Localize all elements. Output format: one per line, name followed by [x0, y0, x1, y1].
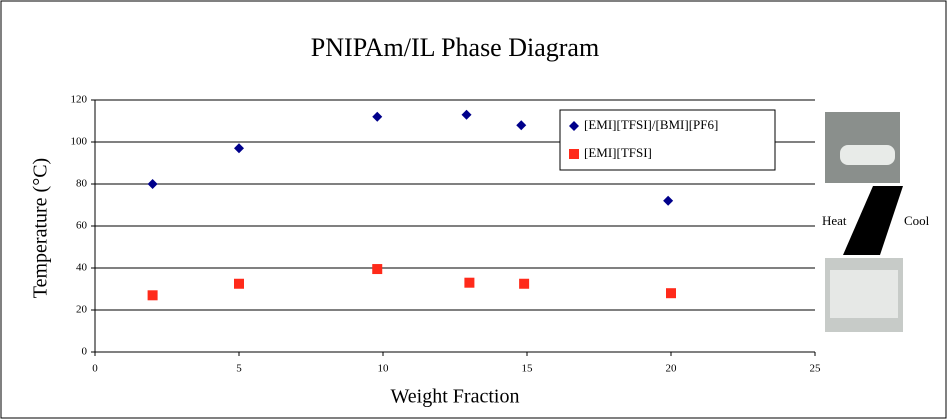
point	[234, 143, 244, 154]
point	[519, 278, 530, 289]
legend-marker	[569, 121, 579, 131]
legend-box	[559, 109, 776, 171]
point	[464, 277, 475, 288]
annotation: Heat	[822, 213, 847, 228]
y-tick-label: 120	[71, 94, 88, 106]
annotation: Cool	[904, 213, 930, 228]
y-tick-label: 80	[76, 178, 88, 190]
point	[461, 109, 472, 120]
x-tick-label: 20	[666, 363, 678, 375]
y-tick-label: 20	[76, 304, 88, 316]
y-tick-label: 60	[76, 220, 88, 232]
y-axis-label: Temperature (°C)	[30, 158, 52, 298]
x-tick-label: 15	[522, 363, 534, 375]
y-tick-label: 0	[82, 346, 88, 358]
legend-marker	[569, 149, 579, 159]
x-tick-label: 10	[378, 363, 390, 375]
x-tick-label: 25	[810, 363, 822, 375]
photo-top-gel	[840, 145, 895, 165]
x-tick-label: 0	[92, 363, 98, 375]
legend-label: [EMI][TFSI]/[BMI][PF6]	[584, 117, 718, 132]
y-tick-label: 100	[71, 136, 88, 148]
heat-cool-arrow	[843, 186, 903, 255]
legend-label: [EMI][TFSI]	[584, 145, 652, 160]
point	[516, 120, 527, 131]
point	[234, 278, 244, 289]
photo-bottom-gel	[830, 270, 898, 318]
point	[666, 288, 676, 299]
x-axis-label: Weight Fraction	[391, 386, 520, 408]
y-tick-label: 40	[76, 262, 88, 274]
point	[663, 195, 674, 206]
x-tick-label: 5	[236, 363, 242, 375]
point	[372, 264, 383, 275]
point	[147, 179, 158, 189]
point	[147, 290, 158, 301]
chart-title: PNIPAm/IL Phase Diagram	[311, 33, 599, 62]
point	[372, 111, 383, 122]
